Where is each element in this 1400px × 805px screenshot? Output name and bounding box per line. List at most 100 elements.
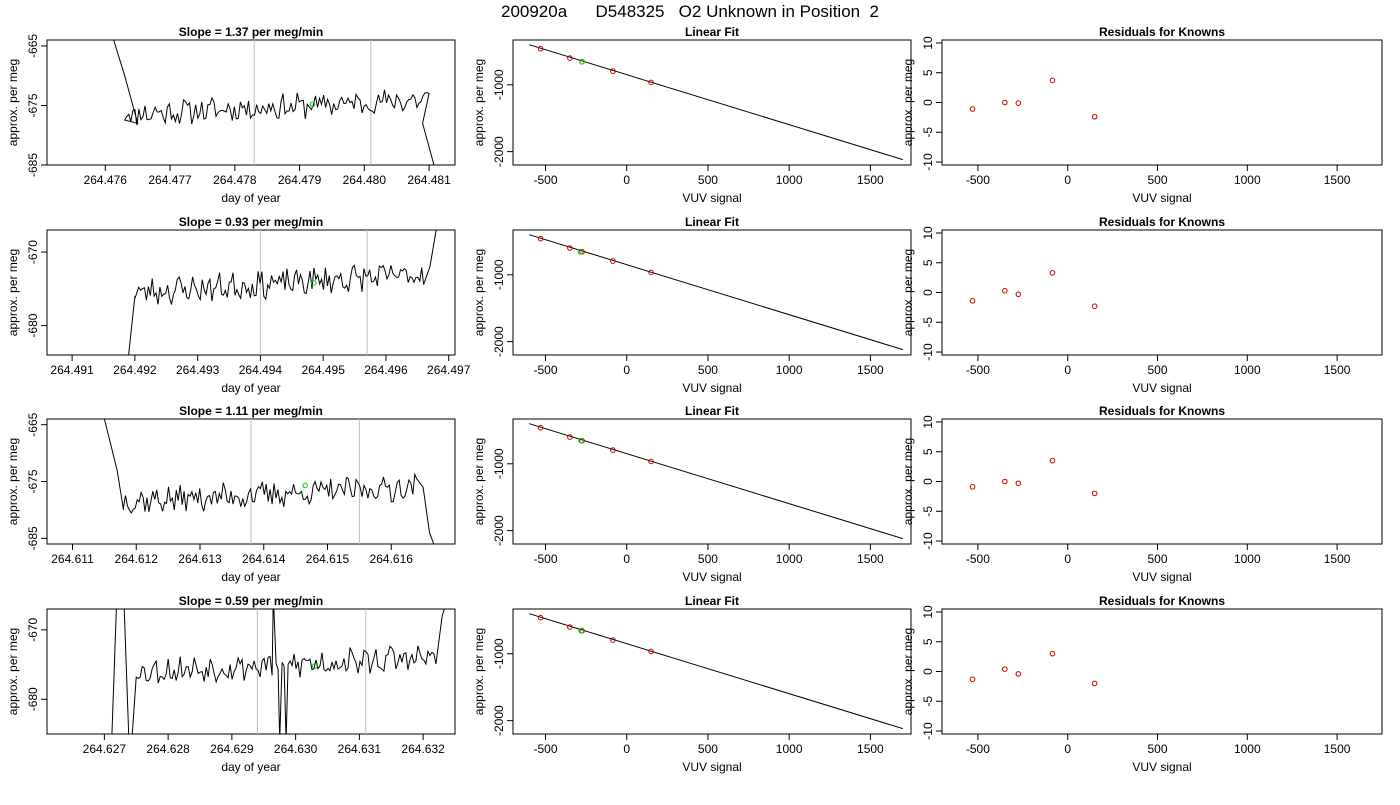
y-axis-label: approx. per meg xyxy=(6,59,20,146)
x-axis-label: day of year xyxy=(221,570,280,584)
y-tick-label: -10 xyxy=(921,153,935,171)
panel-title: Slope = 1.37 per meg/min xyxy=(179,25,323,39)
x-tick-label: 500 xyxy=(1147,363,1167,377)
y-axis-label: approx. per meg xyxy=(6,438,20,525)
x-tick-label: 264.627 xyxy=(83,742,127,756)
figure-title: 200920a D548325 O2 Unknown in Position 2 xyxy=(501,2,879,21)
x-tick-label: 264.491 xyxy=(50,363,94,377)
y-axis-label: approx. per meg xyxy=(6,249,20,336)
known-point xyxy=(537,614,544,621)
panel-r3c3: Residuals for Knowns -500 0 500 1000 1500 VUV … xyxy=(901,404,1383,584)
y-tick-label: 5 xyxy=(921,69,935,76)
plot-area xyxy=(529,44,904,161)
y-tick-label: -685 xyxy=(26,153,40,177)
plot-area xyxy=(113,40,435,165)
plot-area xyxy=(969,650,1098,687)
data-trace xyxy=(113,40,435,165)
unknown-point xyxy=(578,627,585,634)
panel-r4c2: Linear Fit -500 0 500 1000 1500 VUV signal -200… xyxy=(472,594,912,774)
x-tick-label: 264.481 xyxy=(407,173,451,187)
known-point xyxy=(1002,99,1008,106)
known-point xyxy=(579,248,585,255)
x-tick-label: 264.614 xyxy=(242,552,286,566)
x-tick-label: 264.631 xyxy=(338,742,382,756)
x-axis-label: day of year xyxy=(221,191,280,205)
x-tick-label: 500 xyxy=(1147,742,1167,756)
known-point xyxy=(1002,666,1008,672)
x-tick-label: 1000 xyxy=(776,552,803,566)
y-tick-label: -5 xyxy=(921,696,935,707)
x-tick-label: -500 xyxy=(966,363,990,377)
panel-title: Linear Fit xyxy=(685,215,739,229)
x-tick-label: 500 xyxy=(698,742,718,756)
y-axis-label: approx. per meg xyxy=(472,438,486,525)
known-point xyxy=(1002,287,1008,294)
panel-title: Slope = 0.93 per meg/min xyxy=(179,215,323,229)
x-axis-label: VUV signal xyxy=(682,191,741,205)
y-tick-label: 0 xyxy=(921,668,935,675)
x-tick-label: 1000 xyxy=(776,363,803,377)
plot-area xyxy=(111,609,445,734)
x-tick-label: 264.613 xyxy=(178,552,222,566)
y-tick-label: 10 xyxy=(921,605,935,619)
y-tick-label: -665 xyxy=(26,34,40,58)
x-tick-label: 264.615 xyxy=(306,552,350,566)
x-axis: -500 0 500 1000 1500 VUV signal xyxy=(533,543,884,584)
unknown-point xyxy=(310,280,317,286)
x-tick-label: 1500 xyxy=(857,552,884,566)
y-tick-label: -2000 xyxy=(492,515,506,546)
y-tick-label: -675 xyxy=(26,93,40,117)
y-axis: -10 -5 0 5 10 approx. per meg xyxy=(901,36,943,171)
x-tick-label: 264.492 xyxy=(113,363,157,377)
plot-area xyxy=(128,230,437,355)
x-tick-label: 264.611 xyxy=(51,552,94,566)
x-tick-label: 0 xyxy=(1064,552,1071,566)
x-tick-label: 1500 xyxy=(1324,363,1351,377)
x-tick-label: -500 xyxy=(533,742,557,756)
x-tick-label: -500 xyxy=(966,552,990,566)
x-axis: -500 0 500 1000 1500 VUV signal xyxy=(533,354,884,395)
panel-title: Residuals for Knowns xyxy=(1099,25,1225,39)
known-point xyxy=(1015,480,1022,487)
plot-frame xyxy=(941,229,1383,356)
y-axis: -2000 -1000 approx. per meg xyxy=(472,628,514,736)
x-axis-label: VUV signal xyxy=(682,760,741,774)
plot-frame xyxy=(941,418,1383,545)
panel-r2c3: Residuals for Knowns -500 0 500 1000 1500 VUV … xyxy=(901,215,1383,395)
y-axis-label: approx. per meg xyxy=(901,59,915,146)
y-axis-label: approx. per meg xyxy=(901,249,915,336)
panel-r2c1: Slope = 0.93 per meg/min 264.491 264.492 26… xyxy=(6,215,471,395)
y-axis-label: approx. per meg xyxy=(472,249,486,336)
plot-frame xyxy=(46,39,456,166)
x-axis-label: VUV signal xyxy=(1132,760,1191,774)
y-axis: -2000 -1000 approx. per meg xyxy=(472,249,514,357)
fit-line xyxy=(529,234,904,351)
unknown-point xyxy=(579,58,585,65)
x-tick-label: 0 xyxy=(623,552,630,566)
x-axis-label: VUV signal xyxy=(682,570,741,584)
panel-title: Residuals for Knowns xyxy=(1099,404,1225,418)
x-axis: 264.491 264.492 264.493 264.494 264.495 264.4… xyxy=(50,354,471,395)
y-tick-label: -685 xyxy=(26,526,40,550)
x-tick-label: 264.612 xyxy=(115,552,159,566)
x-tick-label: -500 xyxy=(966,173,990,187)
plot-area xyxy=(969,270,1098,309)
known-point xyxy=(1015,671,1022,677)
plot-area xyxy=(103,419,435,544)
y-tick-label: 0 xyxy=(921,289,935,296)
x-tick-label: 1500 xyxy=(857,742,884,756)
y-tick-label: -2000 xyxy=(492,326,506,357)
data-trace xyxy=(103,419,435,544)
x-tick-label: 264.494 xyxy=(239,363,283,377)
y-tick-label: -2000 xyxy=(492,705,506,736)
y-axis-label: approx. per meg xyxy=(901,438,915,525)
x-tick-label: -500 xyxy=(966,742,990,756)
x-axis-label: day of year xyxy=(221,760,280,774)
y-tick-label: -10 xyxy=(921,343,935,361)
x-axis: -500 0 500 1000 1500 VUV signal xyxy=(533,164,884,205)
panel-title: Slope = 1.11 per meg/min xyxy=(179,404,323,418)
y-tick-label: -5 xyxy=(921,317,935,328)
y-tick-label: -1000 xyxy=(492,69,506,100)
x-axis: -500 0 500 1000 1500 VUV signal xyxy=(966,354,1351,395)
